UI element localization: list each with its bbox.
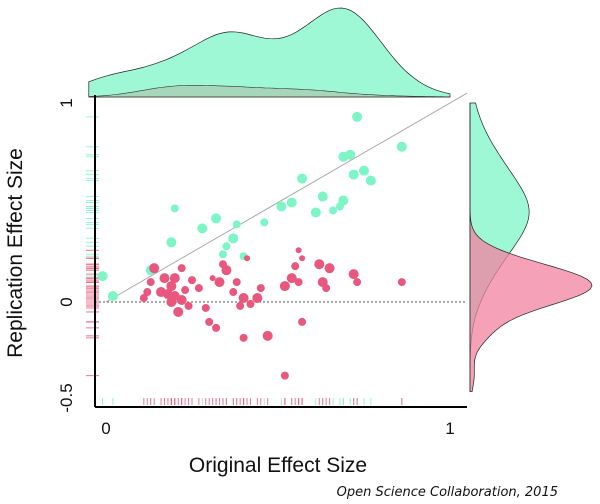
green-point [276,201,287,212]
top-density-plot [88,7,451,98]
diagonal-reference-line [105,92,468,303]
pink-point [143,288,152,297]
green-point [218,250,227,259]
pink-point [166,281,177,292]
pink-point [194,284,203,293]
green-point [297,173,308,184]
green-point [359,165,369,176]
green-point [286,197,297,208]
green-point [166,237,177,248]
pink-point [229,288,238,297]
pink-point [221,265,232,276]
source-credit: Open Science Collaboration, 2015 [337,485,558,500]
left-rug [86,116,99,377]
pink-point [299,255,306,262]
pink-point [205,317,214,326]
pink-point [291,262,300,271]
pink-point [232,278,241,287]
y-tick-label: 1 [57,98,76,107]
pink-point [244,255,251,262]
pink-point [236,301,245,310]
pink-point [173,306,184,317]
pink-point [177,264,186,273]
pink-point [280,371,289,380]
pink-point [176,295,187,306]
green-point [348,169,359,180]
pink-point [262,330,273,341]
pink-point [294,278,303,287]
top-density-green [88,7,451,98]
green-point [317,191,328,202]
pink-point [212,323,221,332]
pink-point [348,269,359,280]
pink-point [397,278,406,287]
pink-point [252,293,263,304]
pink-point [279,281,290,292]
pink-point [295,247,302,254]
y-axis-title: Replication Effect Size [4,148,27,358]
bottom-rug [102,398,403,405]
right-density-plot [469,102,593,392]
pink-point [286,273,297,284]
green-point [232,220,241,229]
pink-point [188,276,196,285]
x-axis-title: Original Effect Size [189,454,367,477]
pink-point [322,284,331,293]
green-point [260,218,269,227]
green-point [329,206,338,215]
green-point [107,291,118,302]
green-point [338,195,349,206]
pink-point [324,263,335,274]
y-tick-label: -0.5 [57,383,76,412]
pink-point [314,259,325,270]
pink-point [159,273,170,284]
green-point [170,204,179,213]
x-tick-label: 0 [101,419,110,438]
y-tick-label: 0 [57,297,76,306]
green-point [310,207,321,218]
green-point [197,223,208,234]
green-point [352,111,363,122]
x-tick-label: 1 [445,419,454,438]
pink-point [181,286,190,295]
pink-point [256,284,265,293]
green-point [228,233,239,244]
pink-point [209,275,216,282]
scatter-points [97,111,407,380]
green-point [211,213,222,224]
pink-point [146,278,155,287]
green-point [396,141,407,152]
pink-point [238,293,249,304]
pink-point [169,273,180,284]
pink-point [214,277,225,288]
pink-point [239,333,248,342]
pink-point [184,301,193,310]
y-tick-labels: -0.5 0 1 [57,98,76,412]
green-point [97,271,108,282]
green-point [345,149,356,160]
pink-point [246,299,255,308]
top-density-pink [88,85,451,98]
pink-point [201,303,210,312]
green-point [222,242,231,251]
pink-point [139,294,148,303]
pink-point [149,263,160,274]
pink-point [298,317,307,326]
pink-point [353,278,362,287]
right-density-pink [469,103,593,392]
green-point [365,175,376,186]
